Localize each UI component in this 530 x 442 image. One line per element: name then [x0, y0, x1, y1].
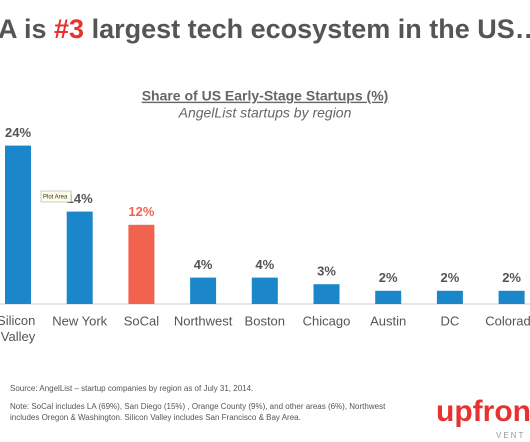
x-tick-label: SoCal — [124, 313, 160, 328]
note-line: Note: SoCal includes LA (69%), San Diego… — [10, 402, 386, 411]
bar — [313, 284, 340, 304]
bar — [66, 211, 93, 304]
x-tick-label: Austin — [370, 313, 406, 328]
x-tick-label: Boston — [245, 313, 285, 328]
x-tick-label: Chicago — [303, 313, 351, 328]
x-tick-label: DC — [441, 313, 460, 328]
bar — [375, 290, 402, 304]
title-highlight: #3 — [54, 14, 84, 44]
value-label: 2% — [379, 270, 398, 285]
bar — [128, 224, 155, 304]
source: Source: AngelList – startup companies by… — [10, 384, 253, 393]
bar — [436, 290, 463, 304]
x-tick-label: Colorado — [485, 313, 530, 328]
x-tick-label: Northwest — [174, 313, 233, 328]
bar — [190, 277, 217, 304]
title-suffix: largest tech ecosystem in the US… — [84, 14, 530, 44]
title-prefix: A is — [0, 14, 54, 44]
chart-subtitle: AngelList startups by region — [178, 105, 352, 121]
x-tick-label: New York — [52, 313, 107, 328]
slide-title: A is #3 largest tech ecosystem in the US… — [0, 14, 530, 44]
logo-sub: VENT — [496, 431, 525, 440]
value-label: 2% — [502, 270, 521, 285]
logo: upfron — [436, 395, 530, 428]
x-tick-label: Silicon Valley — [0, 313, 39, 344]
bar — [251, 277, 278, 304]
bar — [498, 290, 525, 304]
note-line: includes Oregon & Washington. Silicon Va… — [10, 413, 301, 422]
tooltip: Plot Area — [43, 195, 68, 201]
value-label: 4% — [255, 257, 274, 272]
tooltip-box — [40, 190, 72, 203]
chart-title: Share of US Early-Stage Startups (%) — [142, 88, 389, 104]
value-label: 14% — [67, 191, 93, 206]
value-label: 4% — [194, 257, 213, 272]
value-label: 2% — [441, 270, 460, 285]
value-label: 3% — [317, 264, 336, 279]
bar — [5, 145, 31, 304]
value-label: 12% — [128, 204, 154, 219]
value-label: 24% — [5, 125, 31, 140]
